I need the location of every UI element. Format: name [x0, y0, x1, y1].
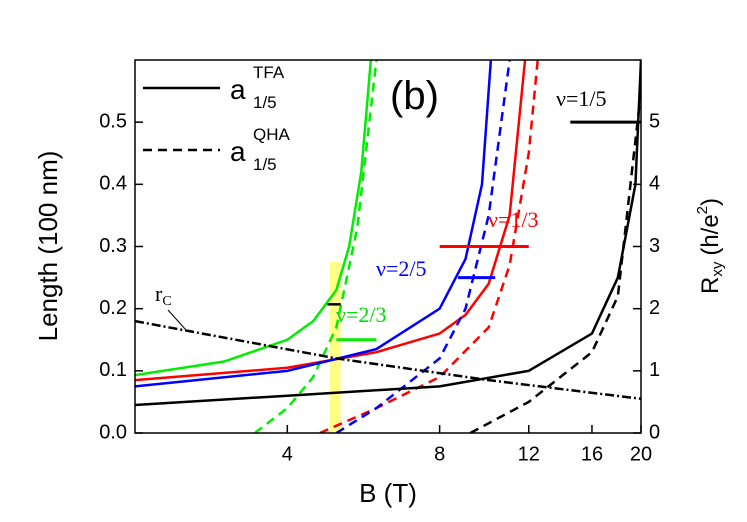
- annotation-text: ν=1/5: [556, 86, 606, 111]
- y2-axis-label-text: Rxy (h/e2): [694, 198, 726, 294]
- series-line: [135, 60, 373, 377]
- y2-tick-label: 0: [649, 421, 660, 443]
- annotation-pointer: [167, 309, 187, 331]
- label-sub: xy: [709, 261, 726, 277]
- y-tick-label: 0.2: [99, 297, 127, 319]
- x-tick-label: 12: [518, 443, 540, 465]
- annotation: ν=2/5: [376, 256, 426, 281]
- series-line: [135, 60, 527, 382]
- x-tick-label: 8: [434, 443, 445, 465]
- legend-sub: 1/5: [253, 93, 277, 112]
- y-tick-label: 0.1: [99, 359, 127, 381]
- legend-name: a: [230, 136, 246, 167]
- series-line: [254, 60, 378, 433]
- y2-tick-label: 3: [649, 235, 660, 257]
- label-close: ): [697, 198, 724, 206]
- series-line: [335, 60, 511, 433]
- annotation-sub: C: [162, 294, 171, 309]
- annotation-text: (b): [390, 74, 439, 118]
- y2-tick-label: 2: [649, 297, 660, 319]
- legend-sup: QHA: [253, 125, 291, 144]
- y2-tick-label: 4: [649, 173, 660, 195]
- plot-frame: [134, 59, 642, 434]
- label-main: R: [697, 277, 724, 294]
- annotation: rC: [155, 281, 172, 309]
- annotation-text: ν=1/3: [488, 207, 538, 232]
- y2-axis-label: Rxy (h/e2): [694, 198, 726, 294]
- annotation: ν=1/5: [556, 86, 606, 111]
- x-axis-label: B (T): [359, 478, 417, 508]
- annotation-text: ν=2/5: [376, 256, 426, 281]
- y-axis-label: Length (100 nm): [33, 151, 63, 342]
- x-tick-label: 4: [282, 443, 293, 465]
- annotation: (b): [390, 74, 439, 118]
- y2-tick-label: 5: [649, 110, 660, 132]
- series-line: [135, 60, 641, 407]
- annotation: ν=2/3: [336, 302, 386, 327]
- annotation: ν=1/3: [488, 207, 538, 232]
- annotation-text: ν=2/3: [336, 302, 386, 327]
- legend-sup: TFA: [253, 63, 285, 82]
- y-tick-label: 0.5: [99, 110, 127, 132]
- highlight-band: [329, 262, 341, 433]
- y-tick-label: 0.0: [99, 421, 127, 443]
- y2-tick-label: 1: [649, 359, 660, 381]
- legend-sub: 1/5: [253, 155, 277, 174]
- series-line: [135, 319, 641, 401]
- legend-name: a: [230, 74, 246, 105]
- y-tick-label: 0.4: [99, 173, 127, 195]
- annotation-text: r: [155, 281, 163, 306]
- label-unit: (h/e: [697, 214, 724, 255]
- series-line: [469, 90, 641, 433]
- legend-label: a 1/5 TFA: [230, 63, 285, 112]
- legend-label: a 1/5 QHA: [230, 125, 291, 174]
- label-sup: 2: [694, 206, 711, 214]
- x-tick-label: 16: [581, 443, 603, 465]
- series-line: [135, 60, 493, 388]
- x-tick-label: 20: [630, 443, 652, 465]
- y-tick-label: 0.3: [99, 235, 127, 257]
